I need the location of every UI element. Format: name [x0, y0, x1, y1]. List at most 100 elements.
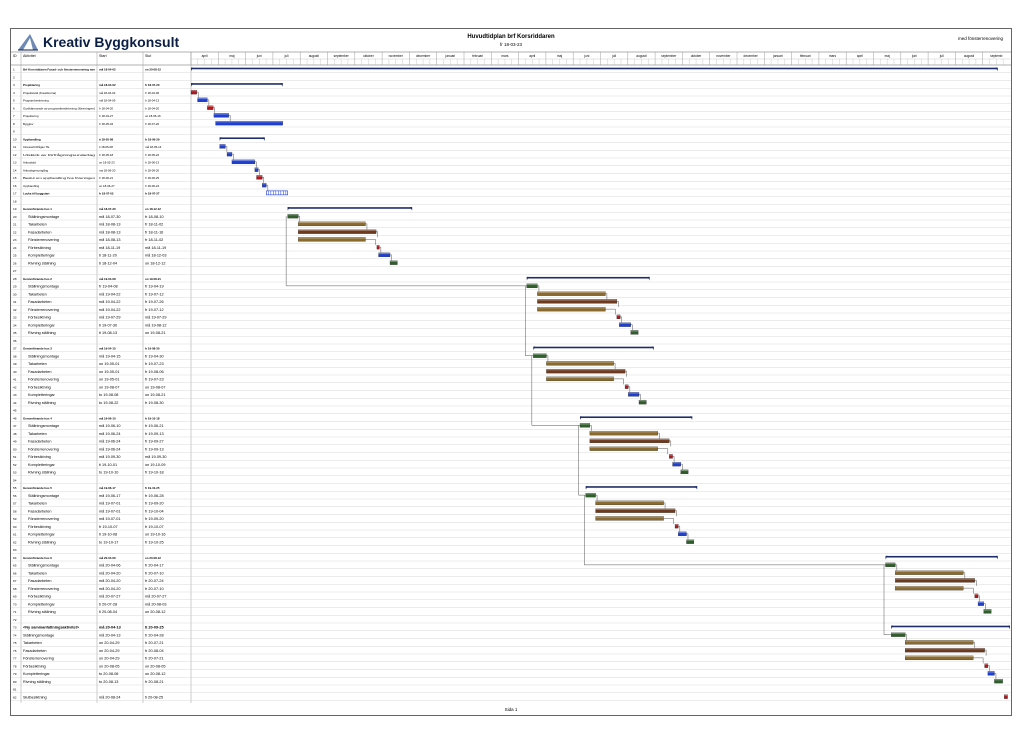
task-bar-highlight	[537, 307, 606, 309]
dependency-link	[963, 572, 966, 579]
triangle-logo-icon	[18, 34, 38, 51]
task-start: må 19-06-10	[99, 424, 121, 428]
task-end: fr 19-09-20	[145, 502, 164, 506]
task-bar-highlight	[1004, 694, 1008, 696]
group-link	[531, 355, 581, 426]
task-end: fr 19-08-30	[145, 347, 160, 351]
dependency-link	[213, 107, 215, 114]
task-bar-highlight	[672, 462, 681, 464]
task-end: må 20-07-27	[145, 595, 167, 599]
task-start: ti 19-08-13	[99, 331, 117, 335]
dependency-link	[625, 370, 627, 377]
task-end: fr 19-07-23	[145, 362, 164, 366]
task-end: må 18-05-14	[145, 145, 162, 149]
summary-bar	[533, 346, 654, 349]
summary-bar	[191, 83, 283, 85]
task-end: fr 19-10-07	[145, 525, 164, 529]
task-bar	[638, 399, 647, 405]
task-end: fr 19-09-13	[145, 447, 164, 451]
task-bar-highlight	[675, 524, 679, 526]
row-id: 18	[13, 199, 17, 203]
month-label: mars	[829, 54, 836, 58]
task-name: Slutbesiktning	[23, 695, 47, 699]
task-start: må 20-04-13	[99, 633, 121, 637]
summary-end-cap	[262, 137, 265, 141]
row-id: 20	[13, 215, 17, 219]
task-end: on 19-10-16	[145, 533, 165, 537]
row-id: 70	[13, 602, 17, 606]
task-bar-highlight	[994, 679, 1003, 681]
row-id: 38	[13, 354, 17, 358]
dependency-link	[376, 231, 378, 238]
row-id: 68	[13, 587, 17, 591]
task-bar	[256, 175, 263, 180]
summary-end-cap	[995, 555, 998, 560]
task-start: må 19-06-24	[99, 432, 121, 436]
task-name: Projektering	[23, 114, 39, 118]
month-label: juni	[911, 54, 917, 58]
column-header-start: Start	[99, 54, 107, 58]
task-name: Förbesiktning	[23, 664, 46, 668]
company-name: Kreativ Byggkonsult	[43, 34, 180, 50]
task-bar-highlight	[619, 322, 631, 324]
task-end: fr 18-04-13	[145, 99, 160, 103]
month-label: november	[716, 54, 731, 58]
task-bar-highlight	[215, 121, 283, 123]
dependency-link	[663, 502, 666, 509]
task-name: Fasadarbeten	[23, 649, 46, 653]
dependency-link	[973, 642, 975, 648]
task-end: fr 20-04-28	[145, 633, 164, 637]
row-id: 26	[13, 261, 17, 265]
task-name: Anbudsgenomgång	[23, 168, 48, 172]
row-id: 72	[13, 618, 17, 622]
task-start: må 20-07-27	[99, 595, 121, 599]
task-name: Ställningsmontage	[28, 564, 59, 568]
task-name: Fönsterrenovering	[28, 238, 59, 242]
summary-end-cap	[1008, 625, 1010, 630]
task-start: on 19-08-07	[99, 385, 119, 389]
row-id: 2	[13, 75, 15, 79]
task-end: fr 20-07-21	[145, 641, 164, 645]
header-note: med fönsterrenovering	[957, 36, 1003, 41]
month-label: april	[857, 54, 863, 58]
task-start: må 20-04-13	[99, 626, 121, 630]
summary-start-cap	[287, 207, 290, 211]
task-bar-highlight	[580, 423, 590, 425]
task-bar-highlight	[669, 454, 673, 456]
row-id: 22	[13, 230, 17, 234]
task-name: Ställningsmontage	[28, 424, 59, 428]
row-id: 77	[13, 657, 17, 661]
month-label: november	[389, 54, 404, 58]
dependency-link	[266, 184, 269, 191]
summary-bar	[891, 625, 1010, 628]
task-bar-highlight	[628, 392, 639, 394]
task-end: fr 18-06-20	[145, 168, 160, 172]
month-label: augusti	[636, 54, 647, 58]
task-start: må 19-04-15	[99, 347, 116, 351]
task-bar-highlight	[895, 570, 964, 572]
task-start: må 20-04-06	[99, 556, 116, 560]
task-end: fr 19-07-12	[145, 308, 164, 312]
row-id: 4	[13, 91, 15, 95]
task-name: Fasadarbeten	[28, 579, 51, 583]
dependency-link	[630, 324, 633, 331]
task-name: Ställningsmontage	[28, 215, 59, 219]
column-header-name: Aktivitet	[23, 54, 36, 58]
task-bar	[215, 120, 283, 126]
row-id: 53	[13, 471, 17, 475]
row-id: 54	[13, 478, 17, 482]
row-id: 9	[13, 130, 15, 134]
month-label: juni	[583, 54, 589, 58]
task-end: fr 20-07-10	[145, 587, 164, 591]
row-id: 55	[13, 486, 17, 490]
task-bar-highlight	[595, 500, 664, 503]
dependency-link	[605, 308, 616, 315]
task-start: ti 18-05-08	[99, 137, 114, 141]
page-date: fr 18-03-23	[499, 42, 522, 47]
task-name: Lucka till byggstart	[23, 192, 50, 196]
task-end: må 19-07-29	[145, 316, 167, 320]
gantt-sheet: Kreativ Byggkonsult Huvudtidplan brf Kor…	[10, 28, 1012, 716]
dependency-link	[537, 285, 540, 292]
task-bar-highlight	[546, 376, 614, 379]
dependency-link	[620, 316, 622, 323]
